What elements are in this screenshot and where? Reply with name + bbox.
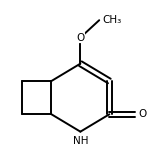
Text: O: O (138, 109, 146, 119)
Text: O: O (76, 33, 84, 43)
Text: NH: NH (73, 136, 88, 146)
Text: CH₃: CH₃ (102, 15, 121, 25)
